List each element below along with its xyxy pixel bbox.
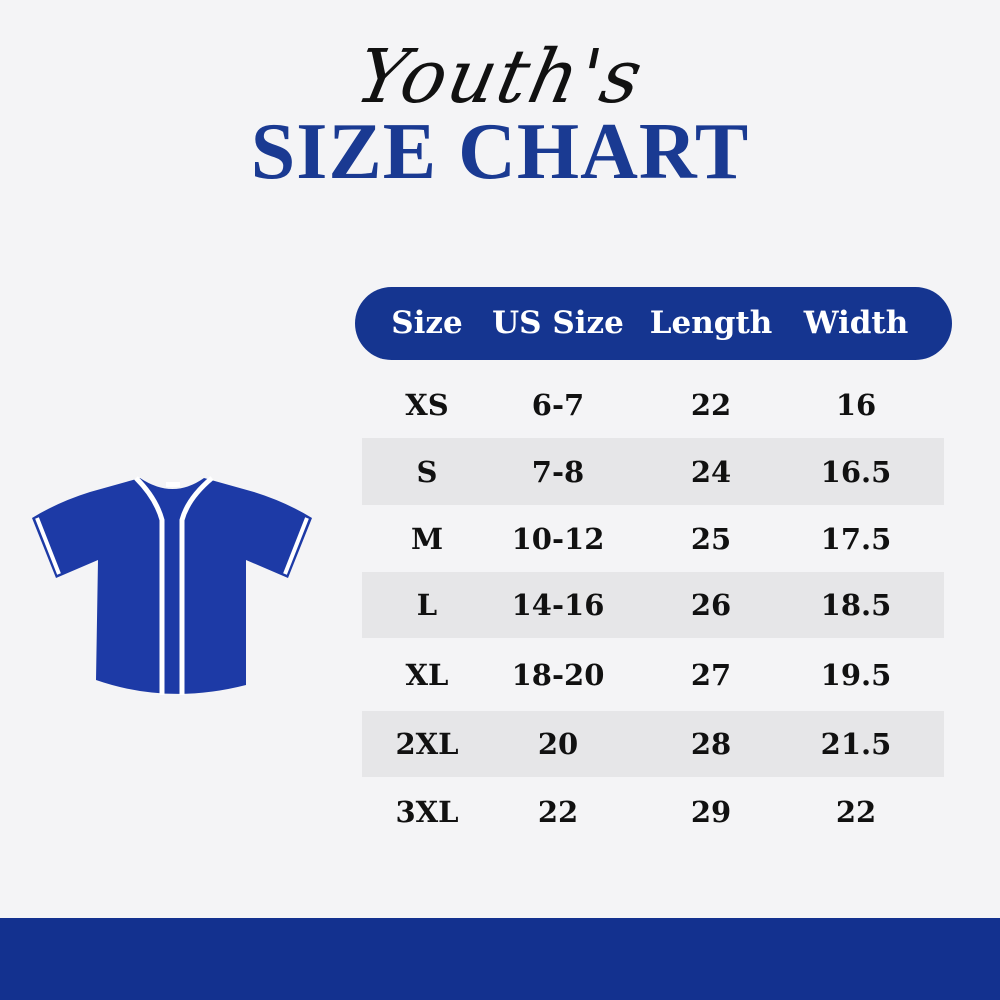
- column-header-length: Length: [649, 305, 773, 341]
- cell-length: 29: [690, 795, 732, 829]
- table-row: L 14-16 26 18.5: [362, 572, 944, 638]
- cell-width: 19.5: [820, 657, 892, 692]
- table-header: Size US Size Length Width: [355, 287, 952, 360]
- baseball-jersey-icon: [32, 476, 312, 695]
- cell-length: 28: [690, 727, 732, 761]
- cell-us-size: 10-12: [511, 521, 605, 556]
- footer-band: [0, 918, 1000, 1000]
- cell-width: 21.5: [820, 727, 892, 761]
- cell-width: 16: [835, 388, 877, 422]
- table-row: 2XL 20 28 21.5: [362, 711, 944, 777]
- cell-length: 24: [690, 454, 732, 489]
- cell-size: XS: [405, 388, 449, 422]
- table-row: XL 18-20 27 19.5: [362, 638, 944, 711]
- cell-us-size: 6-7: [531, 388, 585, 422]
- cell-size: M: [410, 521, 444, 556]
- cell-size: S: [416, 454, 438, 489]
- cell-size: 3XL: [395, 795, 459, 829]
- column-header-us-size: US Size: [492, 305, 624, 341]
- table-row: S 7-8 24 16.5: [362, 438, 944, 505]
- cell-length: 27: [690, 657, 732, 692]
- cell-width: 22: [835, 795, 877, 829]
- size-table: XS 6-7 22 16 S 7-8 24 16.5 M 10-12 25 17.5 L 14-16 26 1…: [362, 372, 944, 847]
- cell-width: 17.5: [820, 521, 892, 556]
- cell-size: XL: [405, 657, 449, 692]
- table-row: XS 6-7 22 16: [362, 372, 944, 438]
- youths-script-heading: Youth's: [348, 34, 652, 120]
- cell-us-size: 18-20: [511, 657, 605, 692]
- column-header-width: Width: [803, 305, 909, 341]
- cell-length: 22: [690, 388, 732, 422]
- cell-us-size: 14-16: [511, 588, 605, 622]
- page-title: SIZE CHART: [250, 108, 750, 196]
- table-row: M 10-12 25 17.5: [362, 505, 944, 572]
- column-header-size: Size: [391, 305, 463, 341]
- cell-us-size: 7-8: [531, 454, 585, 489]
- table-row: 3XL 22 29 22: [362, 777, 944, 847]
- cell-width: 16.5: [820, 454, 892, 489]
- cell-width: 18.5: [820, 588, 892, 622]
- cell-size: L: [416, 588, 438, 622]
- cell-us-size: 22: [537, 795, 579, 829]
- cell-size: 2XL: [395, 727, 459, 761]
- cell-us-size: 20: [537, 727, 579, 761]
- cell-length: 25: [690, 521, 732, 556]
- cell-length: 26: [690, 588, 732, 622]
